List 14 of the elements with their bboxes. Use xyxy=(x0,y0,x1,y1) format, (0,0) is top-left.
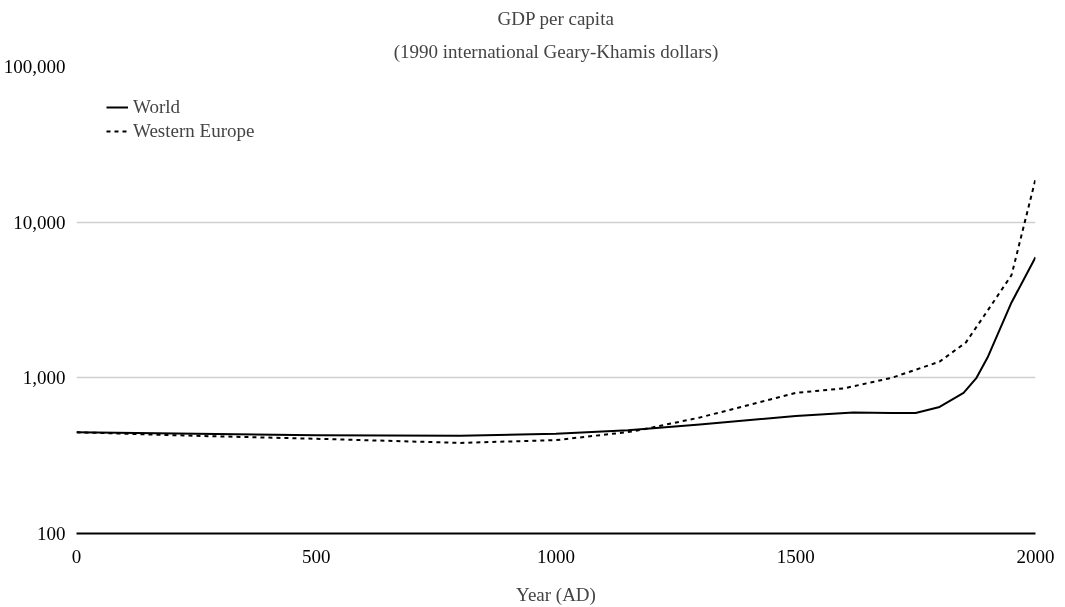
x-tick-label: 1500 xyxy=(776,545,815,567)
chart-subtitle: (1990 international Geary-Khamis dollars) xyxy=(393,40,719,63)
y-tick-label: 100 xyxy=(37,523,66,544)
x-tick-label: 0 xyxy=(71,545,82,567)
chart-title: GDP per capita xyxy=(497,7,615,29)
x-tick-label: 500 xyxy=(302,545,331,567)
x-axis-title: Year (AD) xyxy=(516,583,596,606)
x-tick-label: 1000 xyxy=(537,545,575,567)
y-tick-label: 1,000 xyxy=(22,367,66,389)
x-tick-label: 2000 xyxy=(1016,545,1055,567)
y-tick-label: 100,000 xyxy=(3,56,66,77)
legend-label: World xyxy=(133,96,181,118)
y-tick-label: 10,000 xyxy=(13,211,66,233)
legend-label: Western Europe xyxy=(133,120,255,142)
